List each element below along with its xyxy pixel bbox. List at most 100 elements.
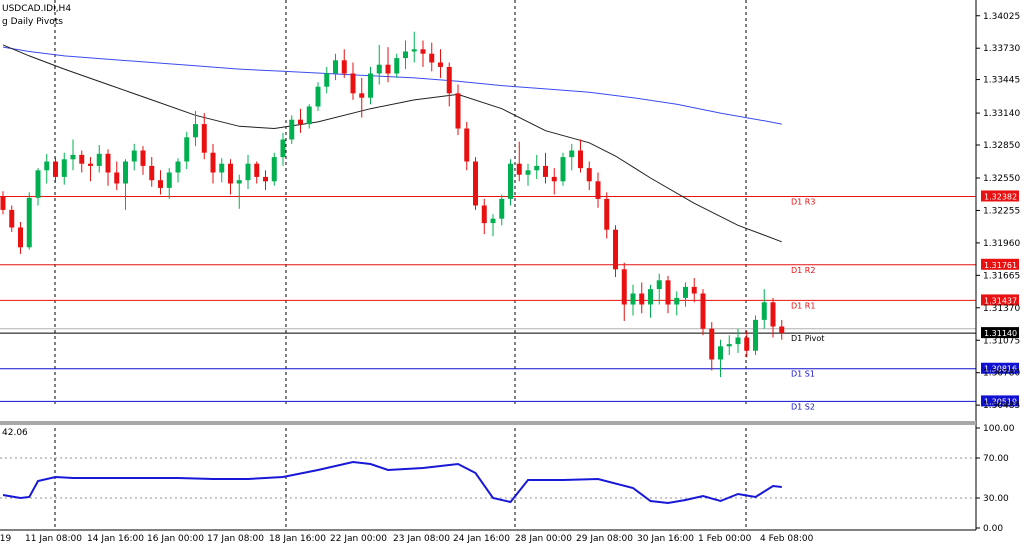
candle	[499, 194, 505, 226]
candle	[184, 131, 190, 170]
candle-body	[210, 152, 216, 173]
pivot-price-tag-label: 1.32382	[984, 192, 1017, 201]
candle	[674, 291, 680, 316]
candle	[709, 322, 715, 371]
pivot-price-tag-label: 1.30519	[984, 397, 1017, 406]
candle	[411, 31, 417, 63]
pivot-price-tag-label: 1.31437	[984, 296, 1017, 305]
candle	[359, 77, 365, 118]
y-tick-label: 1.32255	[983, 206, 1020, 216]
candle	[158, 170, 163, 195]
candle-body	[123, 161, 128, 184]
candle	[429, 42, 435, 72]
pivot-label: D1 S2	[791, 402, 815, 411]
candle	[9, 205, 15, 232]
candle-body	[446, 66, 452, 94]
candle	[193, 110, 198, 147]
candle	[333, 53, 338, 81]
pivot-label: D1 S1	[791, 370, 815, 379]
candle-body	[674, 297, 680, 305]
pivot-lines: D1 R3 1.32382 D1 R2 1.31761 D1 R1 1.31437 D1 P…	[0, 190, 1019, 411]
candle-body	[560, 157, 566, 182]
candle-body	[735, 337, 741, 345]
pivot-price-tag	[981, 258, 1019, 270]
y-tick-label: 1.31370	[983, 304, 1020, 314]
pivot-label: D1 R1	[791, 301, 815, 310]
candle	[761, 289, 767, 329]
x-tick-label: 23 Jan 08:00	[393, 534, 450, 544]
pivot-price-tag-label: 1.31761	[984, 261, 1017, 270]
candle	[376, 44, 382, 85]
pivot-label: D1 Pivot	[791, 334, 824, 343]
candle	[0, 191, 6, 215]
x-tick-label: 16 Jan 00:00	[147, 534, 204, 544]
x-tick-label: 30 Jan 16:00	[637, 534, 694, 544]
candle	[744, 330, 750, 358]
candle	[79, 150, 85, 173]
candle-body	[96, 153, 102, 166]
candle	[516, 141, 522, 182]
candle-body	[298, 119, 303, 125]
candle-body	[473, 161, 478, 206]
candle-body	[665, 280, 671, 305]
candle-body	[455, 93, 461, 129]
candle-body	[324, 73, 330, 87]
candle	[569, 143, 575, 171]
candle	[481, 198, 487, 235]
candle	[700, 289, 706, 336]
candle	[683, 282, 688, 307]
candle	[44, 153, 50, 184]
x-tick-label: 11 Jan 08:00	[25, 534, 82, 544]
candle-body	[158, 180, 163, 188]
candle	[35, 168, 41, 206]
candle	[306, 104, 312, 129]
y-tick-label: 1.32550	[983, 174, 1020, 184]
candle	[61, 152, 67, 185]
candle-body	[18, 227, 23, 248]
candle-body	[193, 124, 198, 138]
candle-body	[744, 337, 750, 351]
candle	[236, 174, 242, 209]
x-tick-label: 17 Jan 08:00	[207, 534, 264, 544]
candle	[630, 284, 636, 316]
candle	[656, 273, 662, 305]
candle-body	[394, 58, 400, 74]
candle-body	[718, 346, 723, 360]
candle-body	[149, 165, 155, 181]
candle-body	[753, 319, 758, 351]
candle-body	[44, 161, 50, 171]
candle-body	[490, 218, 496, 224]
candle-body	[700, 293, 706, 329]
y-tick-label: 1.31075	[983, 336, 1020, 346]
y-tick-label: 1.31665	[983, 271, 1020, 281]
y-tick-label: 1.30780	[983, 369, 1020, 379]
x-tick-label: 22 Jan 00:00	[330, 534, 387, 544]
candle-body	[175, 161, 181, 173]
candle	[648, 284, 653, 318]
grid	[0, 0, 976, 530]
rsi-tick-label: 30.00	[983, 494, 1009, 504]
candle-body	[726, 344, 732, 347]
candle	[289, 115, 295, 144]
pivot-label: D1 R3	[791, 197, 815, 206]
candle	[210, 143, 216, 184]
candle-body	[385, 64, 391, 74]
x-tick-label: 29 Jan 08:00	[576, 534, 633, 544]
candle	[298, 108, 303, 133]
candle-body	[315, 86, 321, 107]
indicator-label: g Daily Pivots	[2, 17, 63, 27]
pivot-price-tag	[981, 362, 1019, 374]
candle	[149, 157, 155, 187]
candle-body	[26, 197, 32, 248]
candle-body	[105, 153, 111, 173]
candle-body	[709, 328, 715, 360]
candle-body	[140, 150, 146, 166]
candle-body	[779, 326, 785, 334]
y-tick-label: 1.33445	[983, 76, 1020, 86]
candle	[753, 315, 758, 356]
x-tick-label: 18 Jan 16:00	[269, 534, 326, 544]
candle	[438, 49, 443, 78]
candle	[53, 157, 58, 183]
candle	[560, 152, 566, 186]
